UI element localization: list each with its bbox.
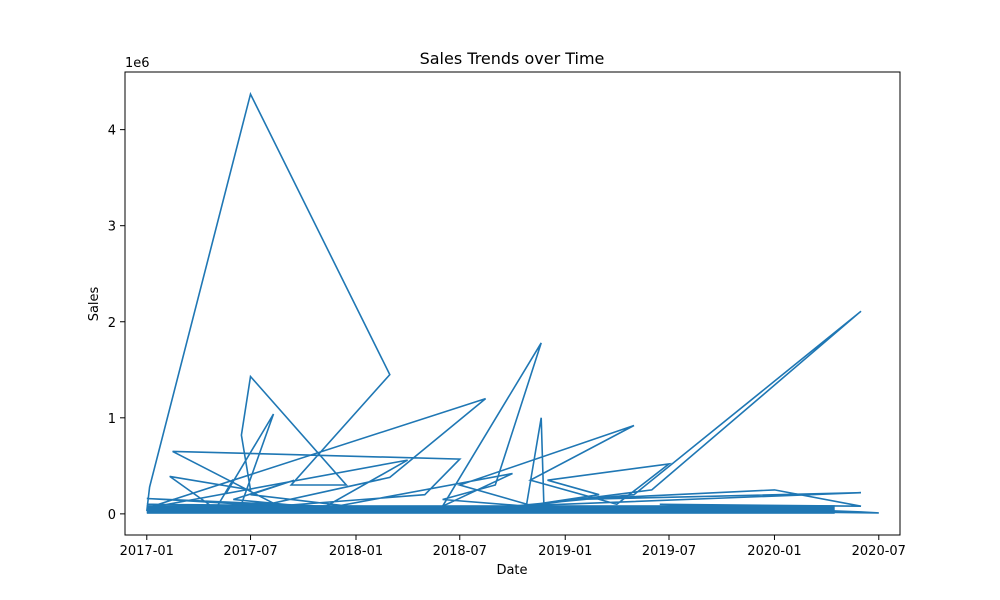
y-tick-label-3: 3 [108, 220, 116, 235]
x-tick-label-0: 2017-01 [120, 544, 174, 559]
plot-frame [124, 71, 901, 536]
data-layer [146, 91, 879, 514]
y-offset-label: 1e6 [125, 56, 150, 71]
y-axis-label: Sales [87, 286, 102, 321]
chart-title: Sales Trends over Time [420, 49, 605, 68]
x-tick-label-1: 2017-07 [223, 544, 277, 559]
y-tick-label-1: 1 [108, 412, 116, 427]
x-tick-label-7: 2020-07 [852, 544, 906, 559]
x-tick-label-6: 2020-01 [747, 544, 801, 559]
x-tick-label-4: 2019-01 [538, 544, 592, 559]
y-tick-label-2: 2 [108, 316, 116, 331]
axes-layer: 2017-01 2017-07 2018-01 2018-07 2019-01 2019-… [108, 124, 906, 559]
x-axis-label: Date [496, 563, 527, 578]
dense-series-band [146, 505, 835, 514]
x-tick-label-3: 2018-07 [433, 544, 487, 559]
series-line-0 [146, 91, 879, 514]
y-tick-label-0: 0 [108, 508, 116, 523]
x-tick-label-2: 2018-01 [329, 544, 383, 559]
y-tick-label-4: 4 [108, 124, 116, 139]
x-tick-label-5: 2019-07 [642, 544, 696, 559]
